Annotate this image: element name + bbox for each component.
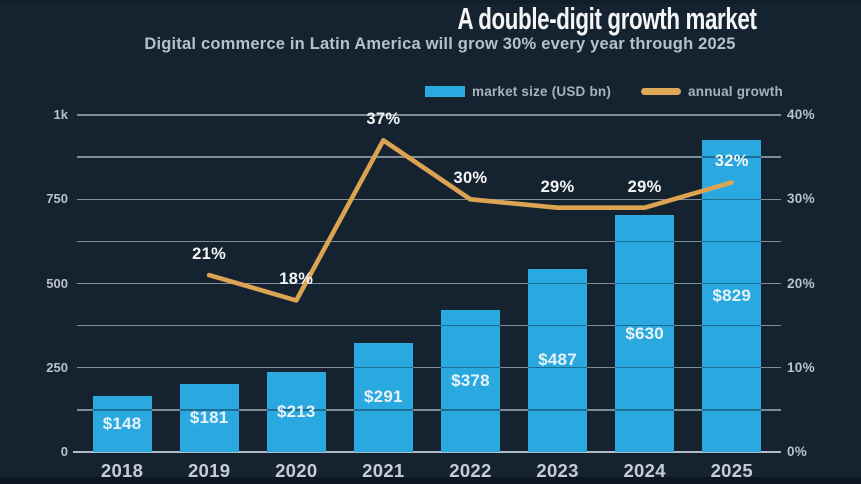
- top-edge-strip: [0, 0, 861, 4]
- right-axis-tick: [772, 282, 781, 285]
- x-axis-label-2021: 2021: [362, 460, 405, 481]
- y-axis-label-right: 0%: [787, 444, 808, 459]
- chart-title-text: A double-digit growth market: [457, 1, 757, 36]
- y-axis-label-left: 250: [46, 359, 68, 375]
- y-axis-label-right: 20%: [787, 275, 815, 291]
- legend-label-market-size: market size (USD bn): [472, 84, 612, 99]
- growth-point-label: 37%: [366, 110, 401, 129]
- x-axis-label-2022: 2022: [449, 460, 492, 481]
- x-axis-line: [73, 450, 781, 454]
- x-axis-label-2025: 2025: [710, 460, 753, 481]
- growth-point-label: 18%: [279, 270, 314, 289]
- chart-subtitle: Digital commerce in Latin America will g…: [144, 35, 736, 53]
- chart-title: A double-digit growth market: [399, 1, 814, 36]
- bar-gridline-shade: [353, 409, 413, 411]
- right-axis-tick: [772, 409, 781, 411]
- growth-point-label: 29%: [627, 177, 662, 196]
- right-axis-tick: [772, 240, 781, 243]
- y-axis-label-right: 40%: [787, 107, 815, 122]
- bar-value-label: $148: [102, 414, 142, 434]
- bar-gridline-shade: [528, 324, 588, 327]
- growth-point-label: 32%: [714, 152, 749, 171]
- bar-gridline-shade: [615, 409, 675, 411]
- bar-value-label: $630: [625, 323, 664, 343]
- bar-gridline-shade: [615, 367, 675, 369]
- legend-item-market-size: market size (USD bn): [425, 84, 611, 99]
- legend: market size (USD bn) annual growth: [425, 84, 783, 99]
- bar-value-label: $181: [189, 407, 229, 427]
- bar-gridline-shade: [528, 409, 588, 411]
- y-axis-label-left: 0: [60, 444, 68, 459]
- bar-value-label: $291: [364, 387, 403, 407]
- bar-gridline-shade: [440, 324, 500, 327]
- gridline: [77, 367, 772, 369]
- x-axis-label-2020: 2020: [275, 460, 318, 481]
- bar-gridline-shade: [702, 324, 762, 327]
- bar-2021: $291: [353, 342, 413, 452]
- y-axis-label-left: 1k: [53, 107, 68, 122]
- bar-gridline-shade: [440, 367, 500, 369]
- gridline: [77, 114, 772, 116]
- gridline: [77, 409, 772, 411]
- legend-label-annual-growth: annual growth: [688, 84, 783, 99]
- y-axis-label-left: 500: [46, 275, 68, 291]
- bar-gridline-shade: [353, 367, 413, 369]
- legend-swatch-bar: [425, 86, 465, 97]
- right-axis-tick: [772, 367, 781, 369]
- bar-gridline-shade: [179, 409, 239, 411]
- gridline: [77, 324, 772, 327]
- x-axis-label-2023: 2023: [536, 460, 579, 481]
- bar-2022: $378: [440, 309, 500, 452]
- bar-2019: $181: [179, 383, 239, 452]
- right-axis-tick: [772, 156, 781, 158]
- bar-gridline-shade: [528, 367, 588, 369]
- bar-value-label: $378: [451, 370, 490, 390]
- y-axis-label-right: 10%: [787, 359, 815, 375]
- x-axis-label-2024: 2024: [623, 460, 666, 481]
- bar-value-label: $213: [276, 401, 316, 421]
- x-axis-label-2019: 2019: [187, 460, 231, 481]
- growth-point-label: 21%: [192, 245, 227, 264]
- bar-gridline-shade: [702, 409, 762, 411]
- right-axis-tick: [772, 198, 781, 200]
- y-axis-label-left: 750: [46, 191, 68, 207]
- y-axis-label-right: 30%: [787, 191, 815, 207]
- bar-2020: $213: [266, 371, 326, 452]
- bar-gridline-shade: [92, 409, 152, 411]
- right-axis-tick: [772, 324, 781, 327]
- legend-item-annual-growth: annual growth: [641, 84, 783, 99]
- bar-2018: $148: [92, 396, 152, 452]
- growth-point-label: 29%: [540, 177, 575, 196]
- x-axis-label-2018: 2018: [100, 460, 144, 481]
- legend-swatch-line: [641, 88, 682, 95]
- bar-gridline-shade: [440, 409, 500, 411]
- growth-point-label: 30%: [453, 169, 488, 188]
- bottom-edge-strip: [0, 477, 861, 484]
- right-axis-tick: [772, 114, 781, 116]
- bar-gridline-shade: [702, 367, 762, 369]
- bar-gridline-shade: [266, 409, 326, 411]
- bar-gridline-shade: [615, 324, 675, 327]
- bar-value-label: $487: [538, 350, 577, 370]
